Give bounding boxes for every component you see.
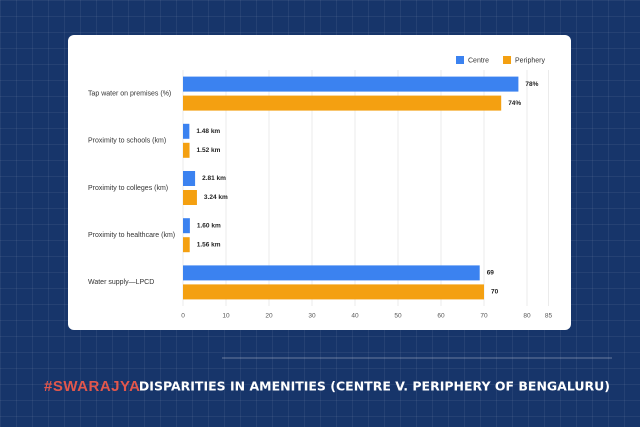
bar bbox=[183, 142, 190, 158]
bar bbox=[183, 171, 196, 186]
y-tick-label: Tap water on premises (%) bbox=[88, 90, 171, 97]
value-label: 1.56 km bbox=[197, 241, 221, 248]
value-label: 1.52 km bbox=[197, 147, 221, 154]
x-tick-label: 0 bbox=[181, 313, 185, 320]
x-tick-label: 80 bbox=[523, 313, 531, 320]
x-tick-label: 10 bbox=[222, 313, 230, 320]
value-label: 70 bbox=[491, 289, 499, 296]
bar bbox=[183, 265, 480, 281]
x-tick-label: 50 bbox=[394, 313, 402, 320]
x-tick-label: 20 bbox=[265, 313, 273, 320]
value-label: 74% bbox=[508, 100, 521, 107]
x-tick-label: 85 bbox=[545, 313, 553, 320]
x-tick-label: 70 bbox=[480, 313, 488, 320]
bar bbox=[183, 237, 190, 253]
value-label: 3.24 km bbox=[204, 194, 228, 201]
value-label: 1.60 km bbox=[197, 222, 221, 229]
bar bbox=[183, 284, 484, 300]
bar bbox=[183, 190, 197, 205]
legend-label: Periphery bbox=[515, 57, 545, 64]
y-tick-label: Proximity to healthcare (km) bbox=[88, 232, 175, 239]
legend-label: Centre bbox=[468, 57, 489, 64]
bar bbox=[183, 218, 190, 234]
brand-logo: #SWARAJYA bbox=[44, 378, 140, 395]
y-tick-label: Water supply—LPCD bbox=[88, 279, 154, 286]
legend-swatch bbox=[456, 56, 464, 64]
value-label: 78% bbox=[525, 81, 538, 88]
y-tick-label: Proximity to colleges (km) bbox=[88, 185, 168, 192]
bar bbox=[183, 123, 190, 139]
x-tick-label: 40 bbox=[351, 313, 359, 320]
value-label: 2.81 km bbox=[202, 175, 226, 182]
value-label: 1.48 km bbox=[196, 128, 220, 135]
legend-swatch bbox=[503, 56, 512, 64]
x-tick-label: 30 bbox=[308, 313, 316, 320]
value-label: 69 bbox=[487, 270, 495, 277]
bar bbox=[183, 95, 502, 111]
chart-title: DISPARITIES IN AMENITIES (CENTRE V. PERI… bbox=[139, 379, 610, 394]
x-tick-label: 60 bbox=[437, 313, 445, 320]
y-tick-label: Proximity to schools (km) bbox=[88, 138, 166, 145]
bar bbox=[183, 76, 519, 92]
